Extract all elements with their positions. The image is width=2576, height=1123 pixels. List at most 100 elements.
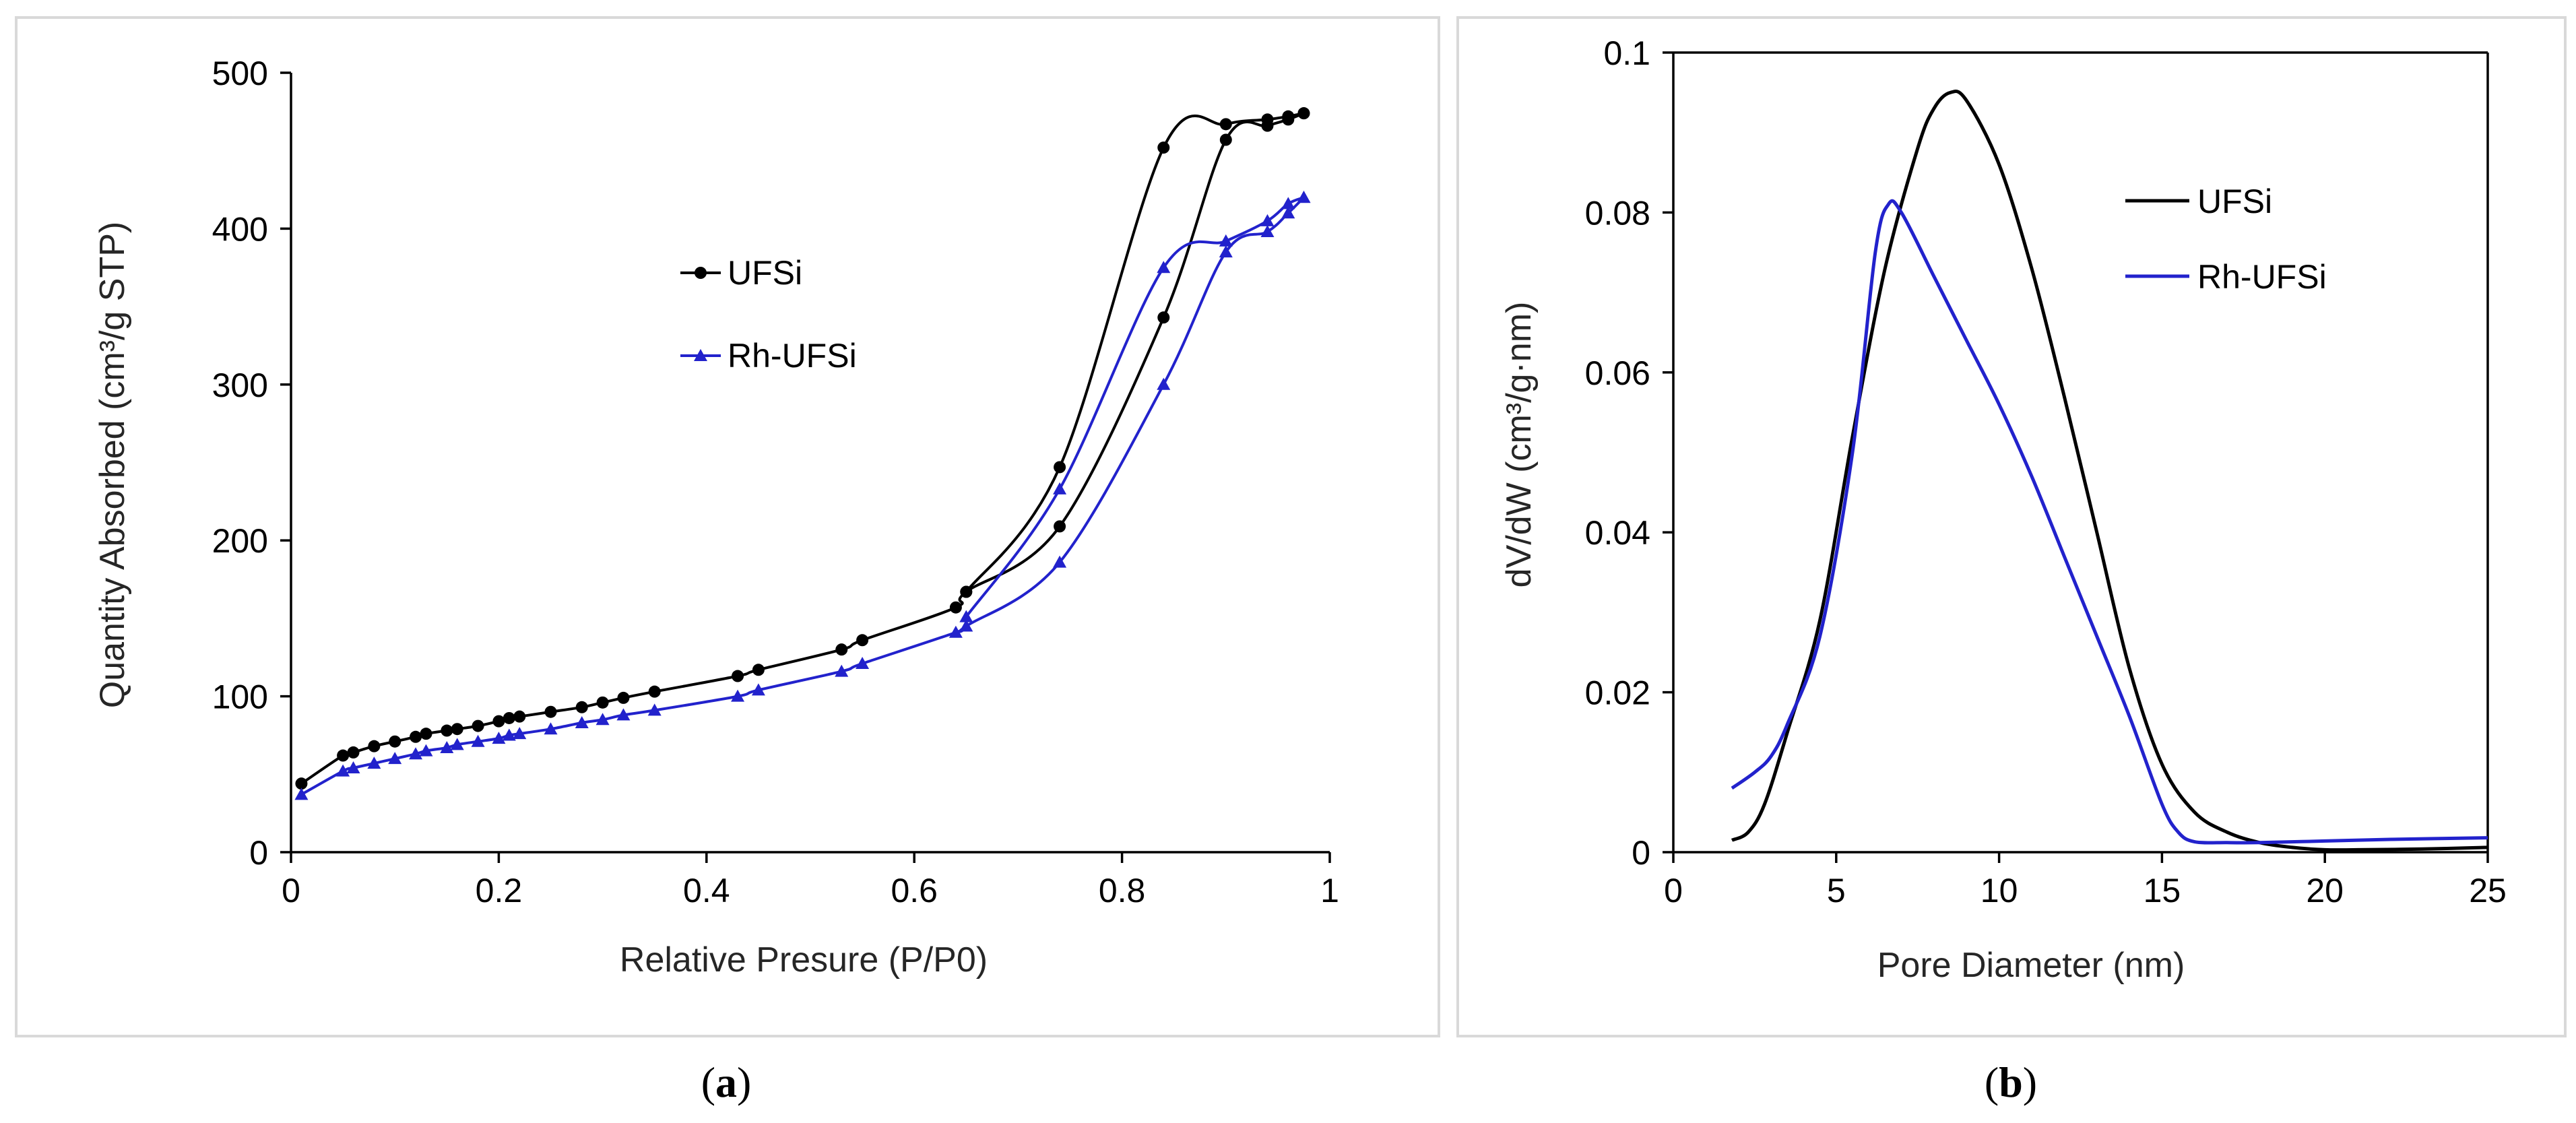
y-tick-label: 100 (212, 678, 268, 716)
series-ufsi-point (410, 730, 422, 743)
series-rh-ufsi-point (751, 683, 765, 696)
series-ufsi-point (1054, 520, 1066, 533)
series-ufsi-point (960, 585, 973, 598)
series-rh-ufsi-point (1297, 191, 1311, 203)
series-rh-ufsi-point (731, 689, 745, 702)
series-rh-ufsi-point (575, 715, 589, 728)
series-rh-ufsi-point (450, 738, 464, 750)
series-ufsi-point (544, 705, 557, 718)
series-ufsi-point (441, 724, 453, 737)
series-ufsi-point (1282, 110, 1295, 123)
series-ufsi-point (420, 728, 432, 740)
series-rh-ufsi-point (388, 752, 402, 765)
x-tick-label: 20 (2306, 872, 2344, 909)
series-ufsi-point (856, 634, 869, 647)
series-rh-ufsi-point (948, 625, 963, 638)
panel-b-x-axis-title: Pore Diameter (nm) (1877, 946, 2185, 985)
series-rh-ufsi-point (1053, 555, 1067, 568)
legend-rh-ufsi-label: Rh-UFSi (728, 337, 857, 375)
series-ufsi-point (389, 735, 401, 748)
series-rh-ufsi-point (440, 740, 454, 753)
y-tick-label: 0.02 (1585, 674, 1650, 712)
y-tick-label: 400 (212, 210, 268, 248)
panel-b-ticks (1663, 51, 2489, 863)
legend-ufsi-label: UFSi (728, 254, 802, 292)
series-ufsi-point (1157, 141, 1170, 154)
panel-a-tick-labels: 0 0.2 0.4 0.6 0.8 1 0 100 200 300 400 500 (212, 55, 1339, 909)
series-ufsi-point (295, 777, 308, 790)
y-tick-label: 0 (249, 834, 268, 872)
series-rh-ufsi-point (1219, 234, 1233, 247)
series-ufsi-point (1054, 461, 1066, 474)
series-rh-ufsi-point (959, 619, 973, 632)
panel-a-ticks (280, 71, 1331, 863)
panel-b-plot: 0 5 10 15 20 25 0 0.02 0.04 0.06 0.08 0.1 Pore Diam… (1500, 34, 2507, 985)
series-rh-ufsi-point (1260, 214, 1275, 226)
series-ufsi-point (1261, 113, 1274, 126)
series-rh-ufsi-point (835, 664, 849, 677)
legend-b-rh-ufsi-label: Rh-UFSi (2197, 258, 2327, 296)
series-rh-ufsi-point (595, 713, 610, 726)
x-tick-label: 0 (282, 872, 300, 909)
x-tick-label: 10 (1981, 872, 2018, 909)
series-ufsi-point (1297, 107, 1310, 120)
panel-b-tick-labels: 0 5 10 15 20 25 0 0.02 0.04 0.06 0.08 0.1 (1585, 34, 2507, 909)
series-ufsi-point (596, 696, 609, 709)
series-rh-ufsi-line (1731, 199, 2488, 845)
legend-b-ufsi-label: UFSi (2197, 183, 2272, 220)
series-rh-ufsi-point (1053, 482, 1067, 494)
series-rh-ufsi-point (1157, 377, 1171, 390)
panel-b: 0 5 10 15 20 25 0 0.02 0.04 0.06 0.08 0.1 Pore Diam… (1456, 16, 2567, 1106)
x-tick-label: 0 (1664, 872, 1683, 909)
series-rh-ufsi-point (367, 757, 381, 769)
series-rh-ufsi-point (513, 727, 527, 740)
panel-a-series (294, 107, 1311, 800)
series-ufsi-point (492, 715, 505, 728)
series-ufsi-point (513, 710, 526, 723)
panel-b-y-axis-title: dV/dW (cm³/g·nm) (1500, 302, 1539, 588)
series-rh-ufsi-point (471, 734, 485, 747)
series-ufsi-point (1157, 311, 1170, 324)
series-ufsi-point (1219, 133, 1232, 146)
series-rh-ufsi-point (419, 744, 433, 757)
series-ufsi-point (1219, 118, 1232, 131)
series-ufsi-point (732, 670, 744, 682)
series-ufsi-point (451, 723, 463, 736)
y-tick-label: 300 (212, 366, 268, 404)
series-rh-ufsi-point (1260, 225, 1275, 238)
y-tick-label: 0.1 (1603, 34, 1650, 72)
series-rh-ufsi-desorption-line (965, 196, 1305, 618)
y-tick-label: 200 (212, 522, 268, 560)
x-tick-label: 0.6 (891, 872, 938, 909)
x-tick-label: 0.2 (476, 872, 523, 909)
panel-a-frame (15, 16, 1440, 1037)
series-ufsi-desorption-line (965, 112, 1304, 593)
series-rh-ufsi-point (1281, 206, 1295, 219)
series-ufsi-point (949, 601, 962, 614)
series-rh-ufsi-point (616, 708, 631, 721)
x-tick-label: 25 (2469, 872, 2507, 909)
series-ufsi-point (472, 719, 484, 732)
series-rh-ufsi-point (336, 764, 350, 777)
y-tick-label: 0.06 (1585, 354, 1650, 392)
series-rh-ufsi-point (856, 657, 870, 670)
panel-a-legend: UFSi Rh-UFSi (680, 254, 857, 375)
y-tick-label: 0 (1632, 834, 1650, 872)
series-ufsi-point (835, 643, 848, 656)
x-tick-label: 1 (1320, 872, 1339, 909)
panel-b-series (1731, 90, 2488, 852)
series-ufsi-point (575, 701, 588, 713)
panel-a-x-axis-title: Relative Presure (P/P0) (620, 940, 988, 980)
x-tick-label: 0.8 (1099, 872, 1146, 909)
series-rh-ufsi-point (1281, 197, 1295, 210)
panel-b-legend: UFSi Rh-UFSi (2125, 183, 2327, 296)
panel-a-y-axis-title: Quantity Absorbed (cm³/g STP) (93, 222, 132, 709)
panel-a: 0 0.2 0.4 0.6 0.8 1 0 100 200 300 400 500 Relative … (15, 16, 1440, 1106)
legend-rh-ufsi-marker (694, 349, 707, 361)
series-rh-ufsi-point (544, 722, 558, 735)
panel-a-caption: (a) (701, 1058, 752, 1106)
series-rh-ufsi-point (492, 732, 506, 744)
x-tick-label: 0.4 (683, 872, 730, 909)
panel-b-frame (1456, 16, 2567, 1037)
series-ufsi-point (648, 685, 661, 698)
